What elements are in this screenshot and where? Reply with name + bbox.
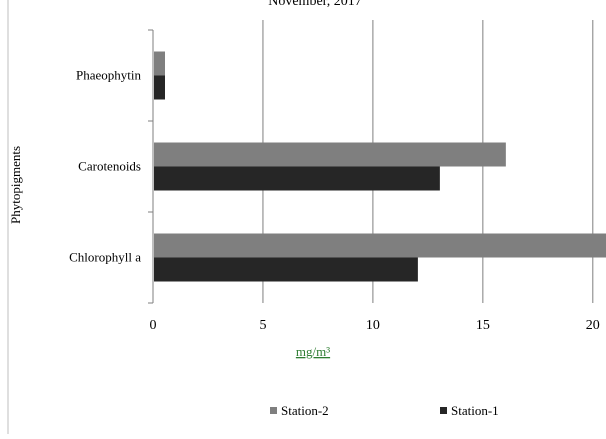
- bar-station-2-carotenoids: [154, 142, 506, 167]
- bar-station-1-chlorophyll-a: [154, 257, 418, 282]
- y-tick-marks: [148, 29, 153, 304]
- y-axis-title: Phytopigments: [8, 146, 23, 224]
- x-tick-label: 5: [259, 318, 266, 333]
- x-tick-label: 20: [586, 318, 600, 333]
- bar-group: [154, 51, 606, 282]
- x-tick-label: 10: [366, 318, 380, 333]
- category-label: Carotenoids: [78, 159, 141, 174]
- x-tick-label: 15: [476, 318, 490, 333]
- legend-swatch-station-1: [440, 407, 447, 414]
- bar-station-1-carotenoids: [154, 166, 440, 191]
- category-label: Phaeophytin: [76, 68, 141, 83]
- bar-station-2-chlorophyll-a: [154, 233, 606, 258]
- bar-station-2-phaeophytin: [154, 51, 165, 76]
- legend-label-station-2: Station-2: [281, 403, 329, 418]
- category-label: Chlorophyll a: [69, 250, 141, 265]
- bar-station-1-phaeophytin: [154, 75, 165, 100]
- legend-label-station-1: Station-1: [451, 403, 499, 418]
- x-tick-label: 0: [150, 318, 157, 333]
- chart-title: November, 2017: [268, 0, 362, 9]
- x-axis-title: mg/m³: [296, 344, 330, 359]
- legend-swatch-station-2: [270, 407, 277, 414]
- category-labels: Phaeophytin Carotenoids Chlorophyll a: [69, 68, 141, 265]
- x-tick-labels: 0 5 10 15 20: [150, 318, 600, 333]
- legend: Station-2 Station-1: [270, 403, 499, 418]
